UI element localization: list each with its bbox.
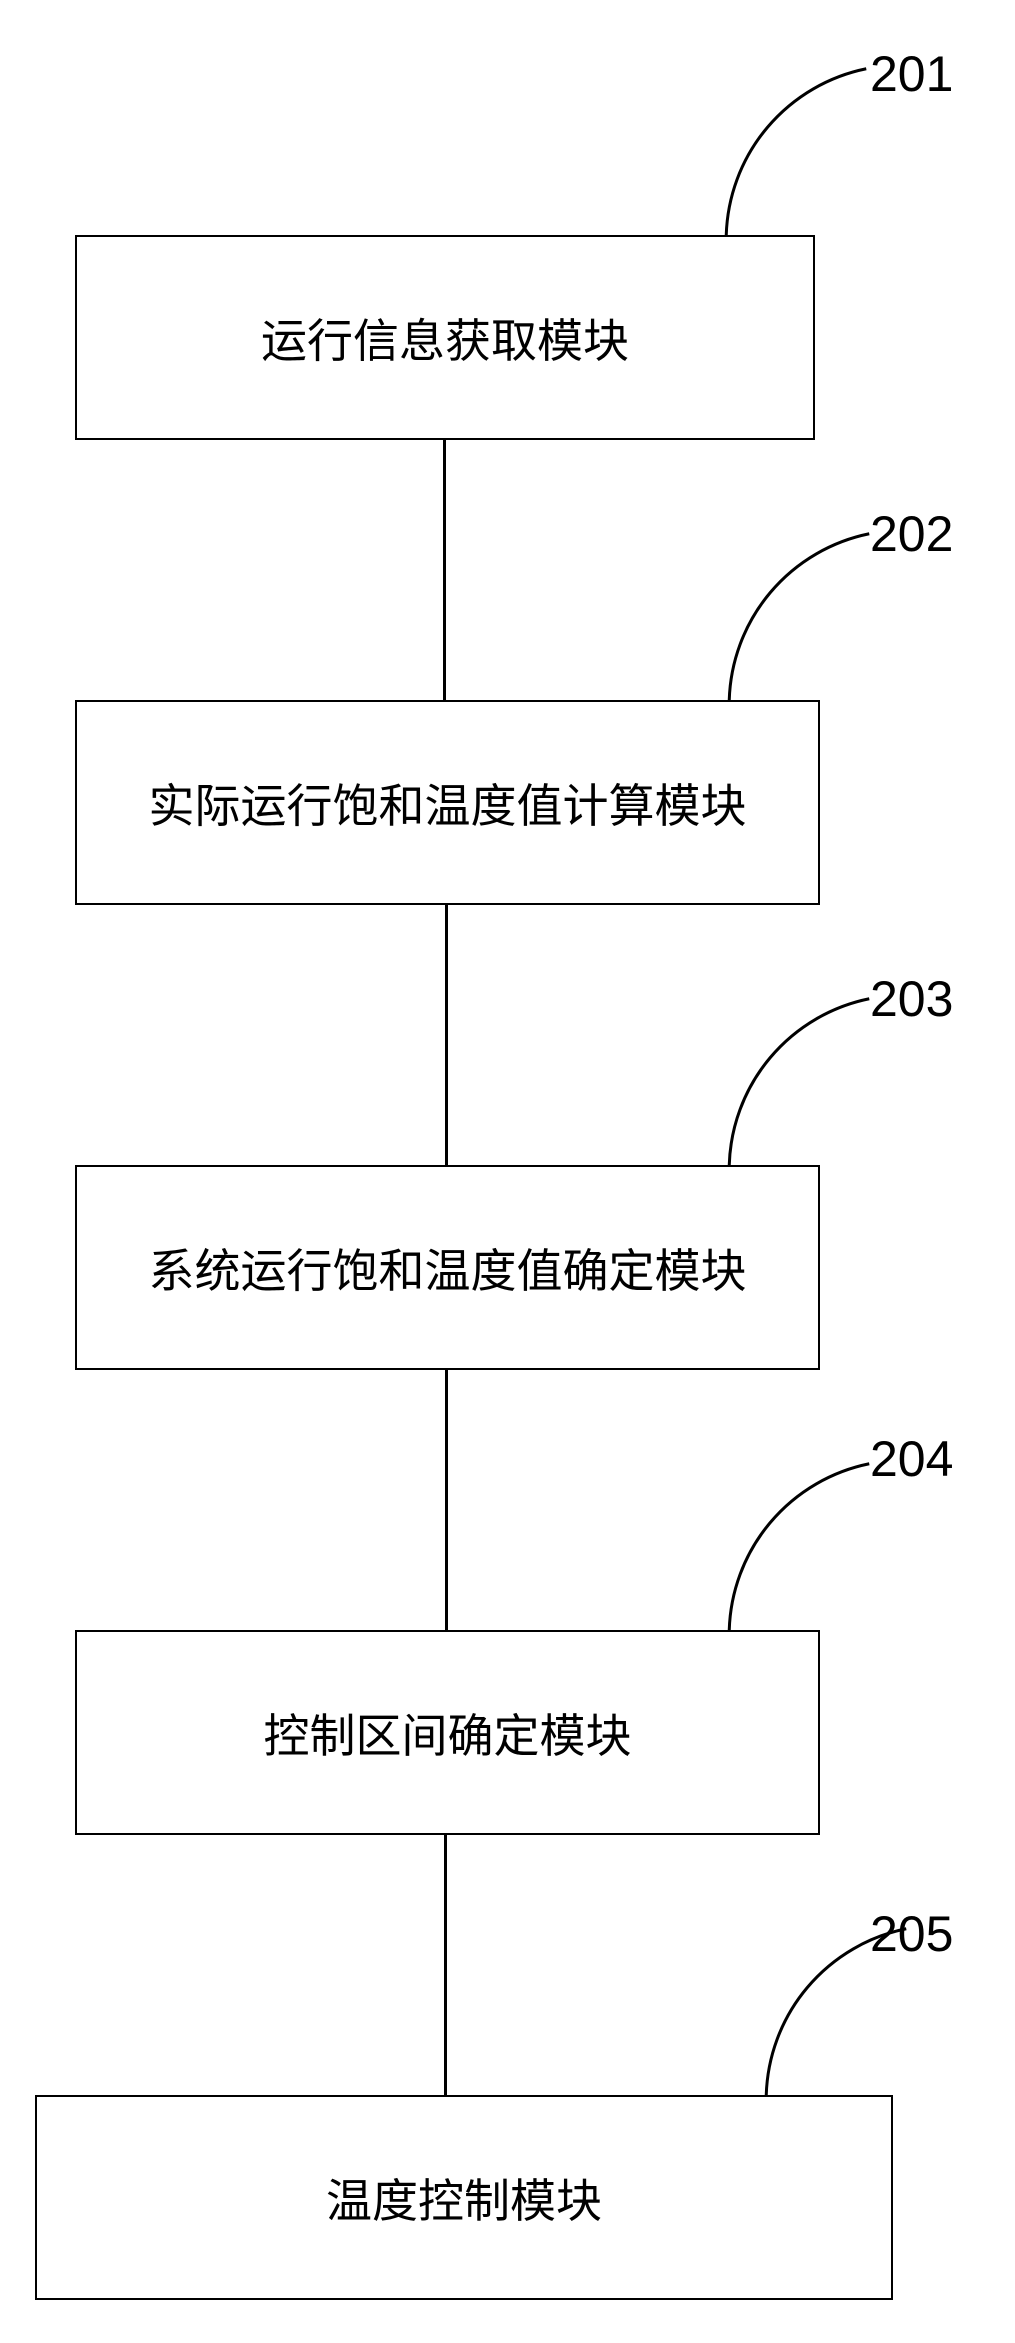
edge-3-4 xyxy=(445,1370,448,1630)
ref-text: 203 xyxy=(870,971,953,1027)
ref-label-205: 205 xyxy=(870,1905,953,1963)
node-label: 温度控制模块 xyxy=(326,2165,602,2231)
edge-4-5 xyxy=(444,1835,447,2095)
ref-text: 202 xyxy=(870,506,953,562)
ref-label-204: 204 xyxy=(870,1430,953,1488)
leader-arc-205 xyxy=(590,1910,960,2280)
ref-label-201: 201 xyxy=(870,45,953,103)
edge-1-2 xyxy=(443,440,446,700)
leader-arc-204 xyxy=(553,1445,923,1815)
ref-text: 204 xyxy=(870,1431,953,1487)
edge-2-3 xyxy=(445,905,448,1165)
ref-text: 205 xyxy=(870,1906,953,1962)
leader-arc-203 xyxy=(553,980,923,1350)
leader-arc-201 xyxy=(550,50,920,420)
leader-arc-202 xyxy=(553,515,923,885)
ref-label-202: 202 xyxy=(870,505,953,563)
ref-text: 201 xyxy=(870,46,953,102)
flowchart-diagram: 运行信息获取模块 201 实际运行饱和温度值计算模块 202 系统运行饱和温度值… xyxy=(0,0,1015,2343)
ref-label-203: 203 xyxy=(870,970,953,1028)
